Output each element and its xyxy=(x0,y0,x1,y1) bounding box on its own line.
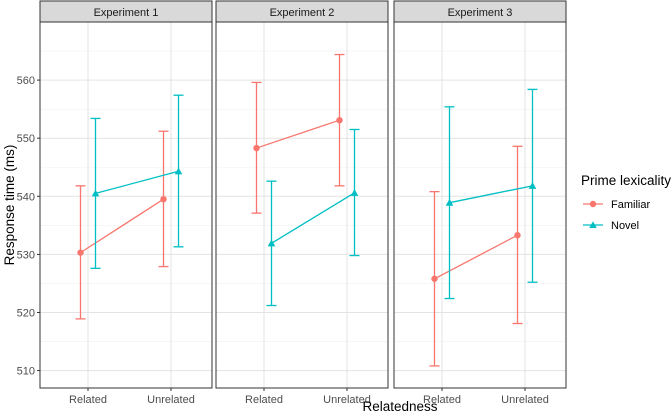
y-tick-label: 510 xyxy=(17,366,35,378)
series-line-novel xyxy=(271,192,355,244)
data-point-novel xyxy=(91,189,100,197)
data-point-novel xyxy=(267,239,276,247)
data-point-familiar xyxy=(77,249,84,256)
legend-key-circle xyxy=(589,200,597,208)
legend-item-familiar: Familiar xyxy=(583,199,650,211)
x-tick-label: Unrelated xyxy=(147,394,195,406)
y-tick-label: 520 xyxy=(17,307,35,319)
panel-3: Experiment 3 Related Unrelated xyxy=(393,0,567,406)
series-line-familiar xyxy=(256,119,340,149)
x-tick-label: Unrelated xyxy=(501,394,549,406)
legend-item-novel: Novel xyxy=(583,220,639,232)
legend-label: Familiar xyxy=(611,199,650,211)
x-tick-label: Related xyxy=(69,394,107,406)
panel-background xyxy=(216,22,388,388)
data-point-novel xyxy=(528,182,537,189)
facet-strip-label: Experiment 3 xyxy=(448,7,513,19)
data-point-familiar xyxy=(160,195,167,203)
series-line-novel xyxy=(95,170,179,195)
facet-strip-label: Experiment 2 xyxy=(270,7,335,19)
x-axis-title: Relatedness xyxy=(362,399,437,414)
series-line-familiar xyxy=(80,198,164,254)
legend-items: Familiar Novel xyxy=(583,199,650,232)
panel-border xyxy=(393,21,567,389)
series-line-novel xyxy=(449,185,533,204)
panel-background xyxy=(394,22,566,388)
panel-border xyxy=(215,21,389,389)
data-point-familiar xyxy=(336,116,343,124)
x-tick-label: Related xyxy=(423,394,461,406)
panel-border xyxy=(39,21,213,389)
series-line-familiar xyxy=(434,234,518,280)
x-tick-label: Unrelated xyxy=(323,394,371,406)
legend-title: Prime lexicality xyxy=(581,173,671,188)
y-tick-label: 560 xyxy=(17,75,35,87)
y-tick-label: 550 xyxy=(17,133,35,145)
data-point-familiar xyxy=(431,275,438,282)
y-tick-label: 530 xyxy=(17,249,35,261)
y-axis: 510 520 530 540 550 560 xyxy=(17,75,40,378)
panel-2: Experiment 2 Related Unrelated xyxy=(215,0,389,406)
data-point-familiar xyxy=(514,232,521,239)
legend: Prime lexicality Familiar Novel xyxy=(581,173,671,232)
data-point-novel xyxy=(350,189,359,196)
panel-background xyxy=(40,22,212,388)
data-point-familiar xyxy=(253,144,260,152)
panel-1: Experiment 1 Related Unrelated xyxy=(39,0,213,406)
y-tick-label: 540 xyxy=(17,191,35,203)
data-point-novel xyxy=(445,198,454,206)
data-point-novel xyxy=(174,167,183,175)
legend-label: Novel xyxy=(611,220,639,232)
facet-strip-label: Experiment 1 xyxy=(94,7,159,19)
legend-key-triangle xyxy=(589,221,597,229)
y-axis-title: Response time (ms) xyxy=(2,145,17,266)
x-tick-label: Related xyxy=(245,394,283,406)
